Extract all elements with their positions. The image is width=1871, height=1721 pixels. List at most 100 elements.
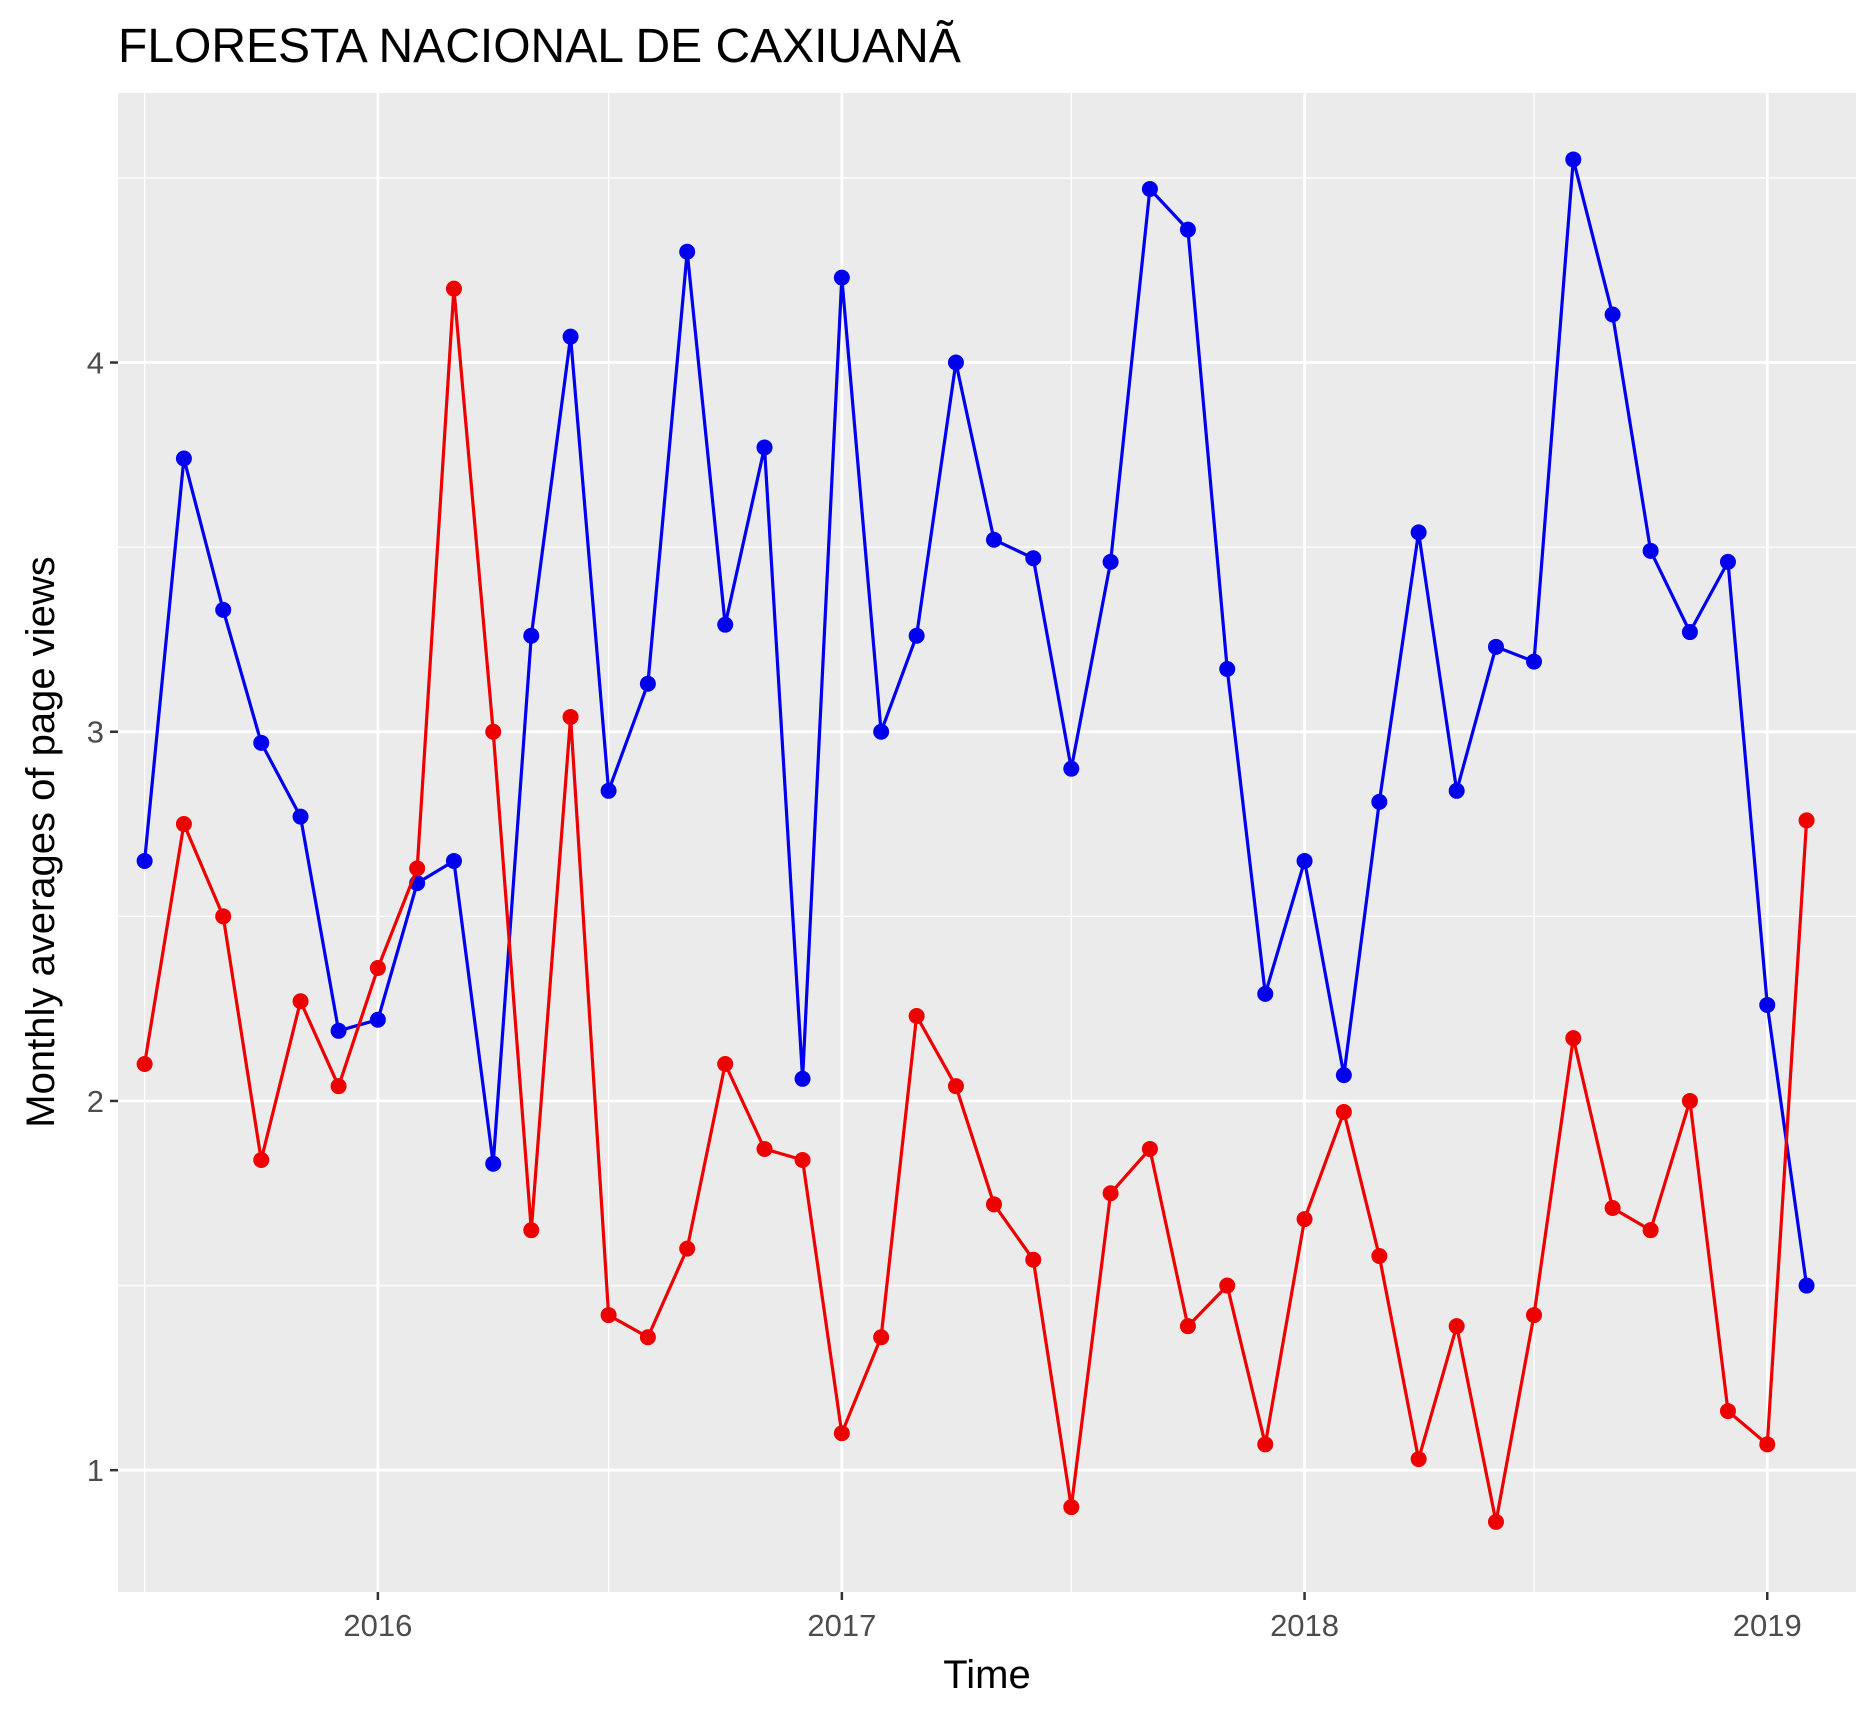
series-1-point — [330, 1022, 347, 1039]
series-1-point — [485, 1155, 502, 1172]
y-tick-label: 4 — [87, 346, 104, 381]
series-1-point — [1257, 985, 1274, 1002]
series-1 — [136, 151, 1815, 1294]
series-2-point — [253, 1152, 270, 1169]
series-2-point — [756, 1140, 773, 1157]
series-1-point — [562, 328, 579, 345]
series-2-point — [1642, 1222, 1659, 1239]
chart-title: FLORESTA NACIONAL DE CAXIUANÃ — [118, 19, 961, 73]
y-tick-label: 2 — [87, 1084, 104, 1119]
series-2-point — [330, 1078, 347, 1095]
series-1-point — [947, 354, 964, 371]
series-1-point — [253, 734, 270, 751]
series-1-point — [1371, 793, 1388, 810]
series-1-point — [1526, 653, 1543, 670]
minor-gridlines — [118, 93, 1856, 1656]
series-2-point — [1448, 1318, 1465, 1335]
series-2-point — [445, 280, 462, 297]
series-2-point — [1179, 1318, 1196, 1335]
series-1-point — [1759, 996, 1776, 1013]
series-2-point — [639, 1329, 656, 1346]
series-2-point — [1759, 1436, 1776, 1453]
series-2-point — [947, 1078, 964, 1095]
x-tick-label: 2016 — [343, 1608, 412, 1643]
series-2-point — [1063, 1499, 1080, 1516]
series-2-point — [908, 1008, 925, 1025]
series-2-point — [1798, 812, 1815, 829]
series-2-point — [1681, 1092, 1698, 1109]
series-1-point — [1219, 660, 1236, 677]
series-2 — [136, 280, 1815, 1530]
series-2-point — [485, 723, 502, 740]
series-2-point — [292, 993, 309, 1010]
series-2-point — [1719, 1403, 1736, 1420]
series-1-point — [369, 1011, 386, 1028]
series-1-point — [833, 269, 850, 286]
series-2-point — [562, 708, 579, 725]
major-gridlines — [118, 93, 1856, 1592]
series-1-point — [717, 616, 734, 633]
series-1-point — [600, 782, 617, 799]
series-1-point — [639, 675, 656, 692]
series-1-point — [175, 450, 192, 467]
series-2-point — [1296, 1211, 1313, 1228]
series-2-point — [136, 1056, 153, 1073]
series-2-point — [409, 860, 426, 877]
series-1-point — [1102, 553, 1119, 570]
series-2-point — [369, 960, 386, 977]
x-axis: 2016 2017 2018 2019 — [343, 1592, 1802, 1643]
series-1-point — [445, 852, 462, 869]
series-2-point — [1410, 1451, 1427, 1468]
series-1-point — [523, 627, 540, 644]
series-2-point — [175, 816, 192, 833]
series-2-point — [873, 1329, 890, 1346]
series-2-point — [1335, 1104, 1352, 1121]
series-2-point — [600, 1307, 617, 1324]
series-layer — [136, 151, 1815, 1530]
series-2-point — [1219, 1277, 1236, 1294]
series-1-point — [1296, 852, 1313, 869]
series-1-point — [1063, 760, 1080, 777]
y-axis-title: Monthly averages of page views — [19, 556, 63, 1127]
series-1-point — [873, 723, 890, 740]
series-2-point — [1565, 1030, 1582, 1047]
series-1-point — [1410, 524, 1427, 541]
series-1-point — [1335, 1067, 1352, 1084]
series-2-point — [985, 1196, 1002, 1213]
x-tick-label: 2017 — [807, 1608, 876, 1643]
series-1-point — [292, 808, 309, 825]
x-tick-label: 2019 — [1733, 1608, 1802, 1643]
series-2-point — [1257, 1436, 1274, 1453]
series-2-point — [523, 1222, 540, 1239]
series-1-point — [1487, 638, 1504, 655]
series-1-point — [794, 1070, 811, 1087]
series-1-point — [1798, 1277, 1815, 1294]
series-1-point — [679, 243, 696, 260]
x-tick-label: 2018 — [1270, 1608, 1339, 1643]
series-2-point — [1487, 1513, 1504, 1530]
series-1-point — [1604, 306, 1621, 323]
series-1-point — [1025, 550, 1042, 567]
series-1-point — [1141, 180, 1158, 197]
series-1-point — [1642, 542, 1659, 559]
series-2-point — [717, 1056, 734, 1073]
series-2-point — [1526, 1307, 1543, 1324]
series-2-point — [1025, 1251, 1042, 1268]
series-1-point — [908, 627, 925, 644]
series-1-point — [1179, 221, 1196, 238]
series-1-point — [215, 601, 232, 618]
x-axis-title: Time — [943, 1653, 1030, 1697]
y-tick-label: 1 — [87, 1453, 104, 1488]
series-2-point — [1141, 1140, 1158, 1157]
series-1-point — [136, 852, 153, 869]
series-1-point — [1565, 151, 1582, 168]
series-1-point — [1681, 624, 1698, 641]
series-2-point — [1604, 1200, 1621, 1217]
series-2-point — [794, 1152, 811, 1169]
series-1-point — [1448, 782, 1465, 799]
series-1-point — [1719, 553, 1736, 570]
y-axis: 1 2 3 4 — [87, 346, 118, 1488]
series-2-line — [143, 287, 1809, 1524]
series-1-point — [756, 439, 773, 456]
